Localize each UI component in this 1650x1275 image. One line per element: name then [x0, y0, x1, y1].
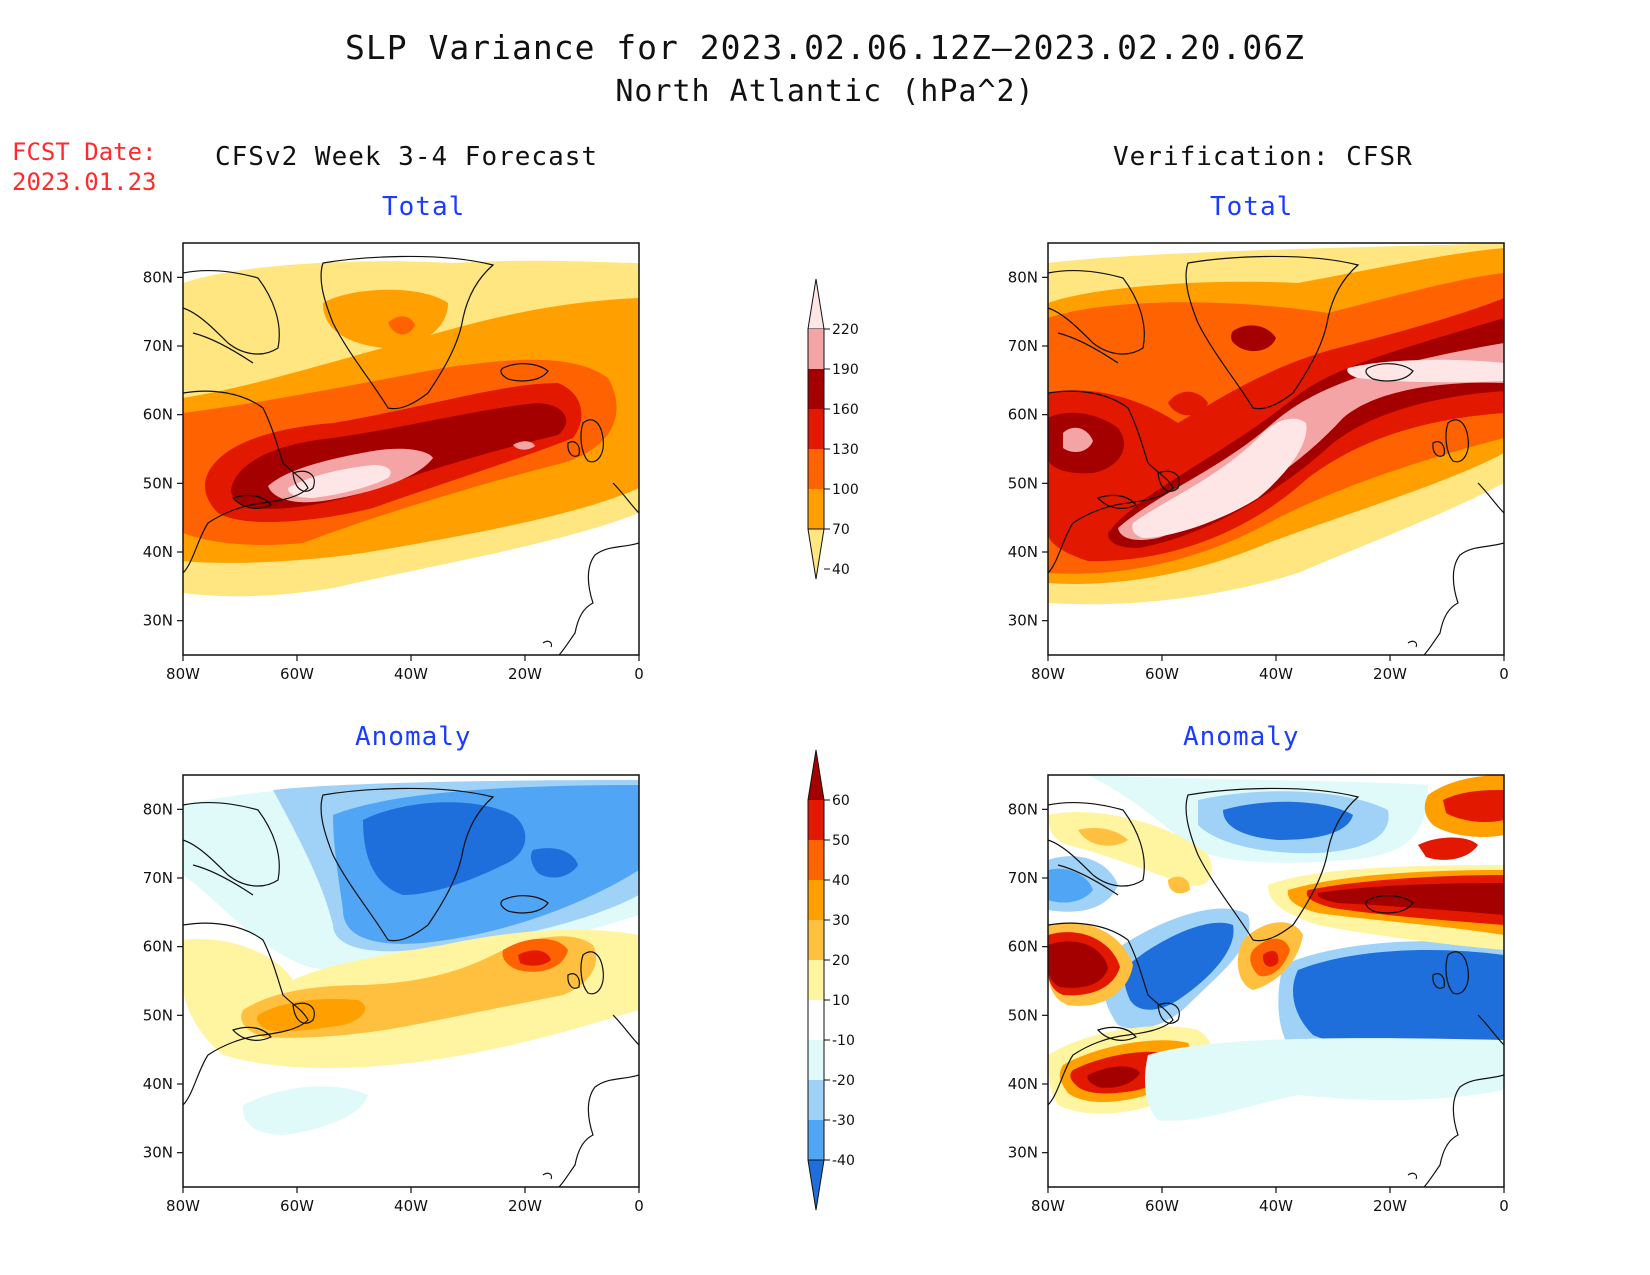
y-tick-label: 80N: [143, 268, 173, 286]
forecast-anomaly-subtitle: Anomaly: [355, 722, 472, 752]
forecast-anomaly-map: [183, 775, 639, 1187]
verification-anomaly-subtitle: Anomaly: [1183, 722, 1300, 752]
verification-total-map: [1048, 243, 1504, 655]
y-tick-label: 50N: [143, 1006, 173, 1024]
x-tick-label: 80W: [1031, 665, 1065, 683]
y-tick-label: 60N: [1008, 938, 1038, 956]
y-tick-label: 30N: [143, 612, 173, 630]
colorbar-swatch: [808, 329, 824, 369]
x-tick-label: 20W: [1373, 1197, 1407, 1215]
x-tick-label: 0: [634, 665, 644, 683]
main-subtitle: North Atlantic (hPa^2): [615, 74, 1035, 109]
y-tick-label: 80N: [143, 800, 173, 818]
y-tick-label: 40N: [1008, 543, 1038, 561]
y-tick-label: 80N: [1008, 268, 1038, 286]
y-tick-label: 50N: [1008, 1006, 1038, 1024]
colorbar-level-label: -40: [832, 1153, 855, 1169]
colorbar-level-label: 130: [832, 442, 859, 458]
colorbar-top-arrow: [807, 278, 825, 330]
y-tick-label: 70N: [1008, 337, 1038, 355]
colorbar-level-label: 70: [832, 522, 850, 538]
colorbar-level-label: -30: [832, 1113, 855, 1129]
x-tick-label: 60W: [280, 665, 314, 683]
x-tick-label: 80W: [1031, 1197, 1065, 1215]
x-tick-label: 0: [1499, 665, 1509, 683]
colorbar-level-label: 40: [832, 562, 850, 578]
y-tick-label: 40N: [1008, 1075, 1038, 1093]
colorbar-swatch: [808, 1120, 824, 1160]
x-tick-label: 80W: [166, 1197, 200, 1215]
colorbar-level-label: 40: [832, 873, 850, 889]
x-tick-label: 0: [634, 1197, 644, 1215]
y-tick-label: 70N: [143, 869, 173, 887]
colorbar-swatch: [808, 880, 824, 920]
colorbar-swatch: [808, 800, 824, 840]
colorbar-level-label: 220: [832, 322, 859, 338]
forecast-column-header: CFSv2 Week 3-4 Forecast: [215, 142, 599, 172]
main-title: SLP Variance for 2023.02.06.12Z—2023.02.…: [345, 28, 1305, 67]
colorbar-level-label: 100: [832, 482, 859, 498]
y-tick-label: 50N: [1008, 474, 1038, 492]
forecast-total-map: [183, 243, 639, 655]
x-tick-label: 20W: [508, 665, 542, 683]
x-tick-label: 0: [1499, 1197, 1509, 1215]
axis-ticks: 80W 60W 40W 20W 0 80N 70N 60N 50N 40N 30N 80W 60W 40W…: [143, 268, 1509, 1215]
y-tick-label: 80N: [1008, 800, 1038, 818]
colorbar-swatch: [808, 960, 824, 1000]
verification-anomaly-map: [1048, 775, 1504, 1187]
colorbar-level-label: 20: [832, 953, 850, 969]
x-tick-label: 80W: [166, 665, 200, 683]
y-tick-label: 70N: [1008, 869, 1038, 887]
x-tick-label: 60W: [1145, 1197, 1179, 1215]
colorbar-level-label: -20: [832, 1073, 855, 1089]
x-tick-label: 40W: [394, 665, 428, 683]
colorbar-swatch: [808, 1040, 824, 1080]
colorbar-swatch: [808, 840, 824, 880]
colorbar-level-label: 60: [832, 793, 850, 809]
x-tick-label: 60W: [280, 1197, 314, 1215]
x-tick-label: 60W: [1145, 665, 1179, 683]
y-tick-label: 30N: [1008, 1144, 1038, 1162]
x-tick-label: 20W: [1373, 665, 1407, 683]
colorbar-bottom-arrow: [807, 1159, 825, 1211]
colorbar-level-label: 50: [832, 833, 850, 849]
verification-column-header: Verification: CFSR: [1113, 142, 1413, 172]
colorbar-total: 220 190 160 130 100 70 40: [807, 278, 859, 580]
colorbar-level-label: 30: [832, 913, 850, 929]
x-tick-label: 40W: [394, 1197, 428, 1215]
x-tick-label: 20W: [508, 1197, 542, 1215]
colorbar-level-label: 10: [832, 993, 850, 1009]
colorbar-swatch: [808, 1080, 824, 1120]
y-tick-label: 40N: [143, 543, 173, 561]
colorbar-swatch: [808, 920, 824, 960]
colorbar-swatch: [808, 409, 824, 449]
colorbar-swatch: [808, 489, 824, 529]
colorbar-swatch: [808, 449, 824, 489]
y-tick-label: 60N: [143, 938, 173, 956]
y-tick-label: 70N: [143, 337, 173, 355]
y-tick-label: 40N: [143, 1075, 173, 1093]
x-tick-label: 40W: [1259, 1197, 1293, 1215]
colorbar-level-label: 190: [832, 362, 859, 378]
fcst-date-value: 2023.01.23: [12, 168, 157, 196]
colorbar-swatch: [808, 1000, 824, 1040]
colorbar-bottom-arrow: [807, 528, 825, 580]
colorbar-anomaly: 60 50 40 30 20 10 -10 -20 -30 -40: [807, 749, 855, 1211]
colorbar-level-label: 160: [832, 402, 859, 418]
verification-total-subtitle: Total: [1210, 192, 1294, 222]
fcst-date-label: FCST Date:: [12, 138, 157, 166]
colorbar-level-label: -10: [832, 1033, 855, 1049]
colorbar-swatch: [808, 369, 824, 409]
y-tick-label: 60N: [1008, 406, 1038, 424]
y-tick-label: 60N: [143, 406, 173, 424]
y-tick-label: 50N: [143, 474, 173, 492]
colorbar-top-arrow: [807, 749, 825, 801]
x-tick-label: 40W: [1259, 665, 1293, 683]
forecast-total-subtitle: Total: [382, 192, 466, 222]
y-tick-label: 30N: [1008, 612, 1038, 630]
y-tick-label: 30N: [143, 1144, 173, 1162]
